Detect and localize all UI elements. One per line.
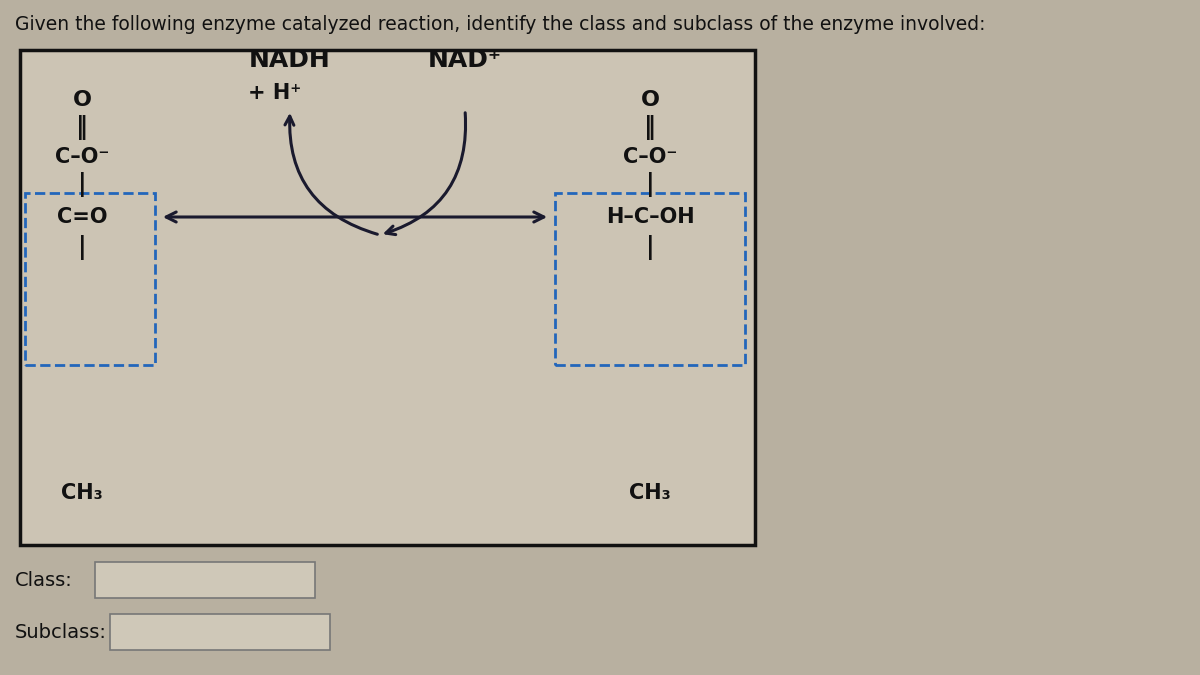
Text: |: |	[78, 234, 86, 259]
Text: ‖: ‖	[76, 115, 88, 140]
Bar	[110, 614, 330, 650]
Text: Class:: Class:	[14, 570, 73, 589]
Text: C=O: C=O	[56, 207, 107, 227]
Text: CH₃: CH₃	[629, 483, 671, 503]
Text: NAD⁺: NAD⁺	[428, 48, 502, 72]
Text: |: |	[646, 234, 654, 259]
Bar	[554, 193, 745, 365]
Text: ‖: ‖	[644, 115, 656, 140]
Text: Subclass:: Subclass:	[14, 622, 107, 641]
Text: H–C–OH: H–C–OH	[606, 207, 695, 227]
Text: NADH: NADH	[250, 48, 331, 72]
Text: C–O⁻: C–O⁻	[55, 147, 109, 167]
Text: C–O⁻: C–O⁻	[623, 147, 677, 167]
Bar	[20, 50, 755, 545]
Text: |: |	[78, 173, 86, 198]
Text: + H⁺: + H⁺	[248, 83, 301, 103]
Bar	[95, 562, 314, 598]
Text: O: O	[641, 90, 660, 110]
Text: O: O	[72, 90, 91, 110]
Text: CH₃: CH₃	[61, 483, 103, 503]
Text: |: |	[646, 173, 654, 198]
Text: Given the following enzyme catalyzed reaction, identify the class and subclass o: Given the following enzyme catalyzed rea…	[14, 15, 985, 34]
Bar	[25, 193, 155, 365]
